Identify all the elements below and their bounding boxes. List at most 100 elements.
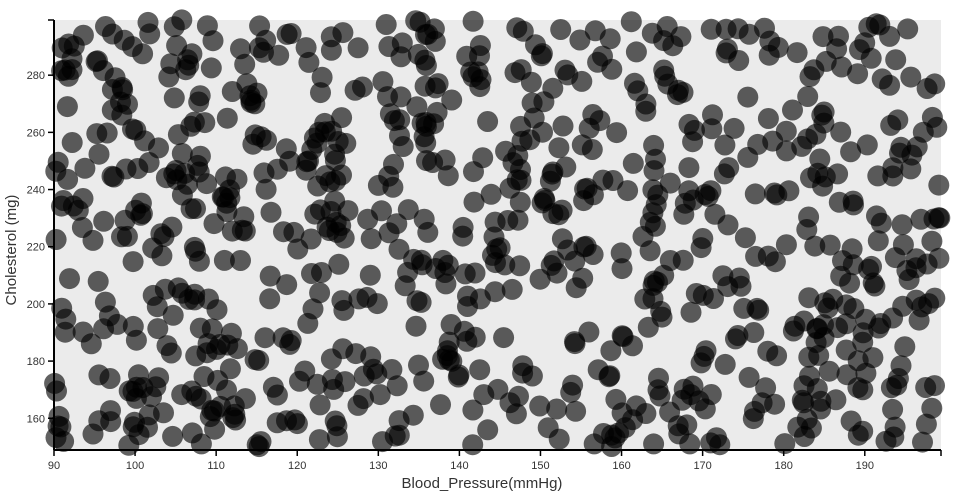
data-point [432,348,454,370]
data-point [110,91,131,113]
data-point [132,377,154,398]
data-point [657,73,679,95]
data-point [782,99,803,121]
data-point [276,274,298,296]
data-point [300,228,322,250]
data-point [256,129,277,151]
data-point [473,384,495,406]
data-point [59,268,80,290]
data-point [163,163,185,185]
data-point [326,426,348,448]
data-point [484,211,506,233]
data-point [320,39,342,61]
data-point [71,217,93,238]
data-point [200,57,222,79]
data-point [344,79,366,101]
data-point [320,348,342,370]
data-point [216,107,238,129]
data-point [477,111,499,132]
data-point [812,175,834,197]
data-point [308,429,330,451]
data-point [118,434,140,456]
data-point [762,130,784,152]
data-point [441,89,463,111]
data-point [754,17,775,39]
data-point [309,394,331,416]
data-point [843,298,865,319]
data-point [897,18,919,40]
data-point [142,284,164,306]
data-point [645,148,666,170]
data-point [611,402,633,424]
data-point [891,214,913,236]
data-point [132,43,154,65]
data-point [684,119,705,141]
data-point [452,216,474,238]
data-point [87,50,108,72]
data-point [882,398,904,420]
data-point [784,315,806,337]
data-point [890,355,912,377]
data-point [307,175,329,197]
data-point [415,115,437,137]
data-point [894,336,916,358]
data-point [552,115,574,137]
data-point [601,424,623,446]
data-point [835,339,857,361]
data-point [294,360,316,382]
y-tick-label: 240 [27,185,45,197]
data-point [260,201,282,223]
data-point [225,409,247,431]
data-point [622,152,644,174]
data-point [868,317,890,339]
data-point [697,185,719,207]
data-point [830,121,852,143]
data-point [259,288,281,310]
data-point [255,178,277,200]
data-point [178,54,200,76]
data-point [402,404,424,426]
data-point [295,37,317,59]
data-point [262,376,284,398]
x-tick-label: 160 [612,460,630,472]
data-point [610,242,632,264]
data-point [331,290,353,312]
data-point [304,203,326,225]
data-point [219,358,241,380]
data-point [643,433,665,455]
data-point [576,177,598,199]
data-point [325,211,347,233]
data-point [744,183,766,205]
data-point [139,23,161,45]
data-point [463,161,484,183]
data-point [347,37,369,59]
data-point [510,169,532,191]
x-tick-label: 110 [207,460,225,472]
data-point [209,334,231,355]
data-point [912,121,934,143]
data-point [858,258,880,280]
data-point [676,414,698,436]
data-point [171,143,193,164]
data-point [248,436,270,458]
data-point [880,114,902,136]
data-point [581,139,603,160]
data-point [463,191,485,213]
data-point [391,32,413,54]
data-point [183,236,205,258]
data-point [297,312,319,334]
data-point [882,157,904,179]
data-point [682,375,704,397]
data-point [94,291,116,313]
data-point [122,315,144,337]
data-point [884,416,906,438]
data-point [167,124,189,146]
data-point [900,66,922,88]
data-point [230,250,251,271]
data-point [714,353,736,375]
data-point [254,327,276,349]
data-point [430,394,451,416]
data-point [158,66,180,88]
data-point [234,53,256,75]
